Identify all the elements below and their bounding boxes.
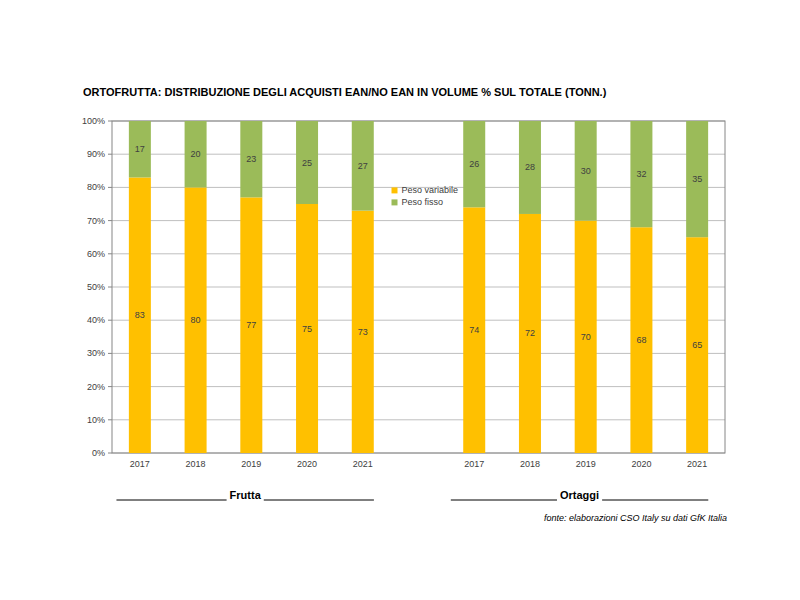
group-label: Ortaggi xyxy=(560,489,599,501)
data-label: 75 xyxy=(302,324,312,334)
bar xyxy=(519,121,541,214)
bar xyxy=(575,121,597,221)
x-tick-label: 2017 xyxy=(130,459,150,469)
legend-swatch xyxy=(392,199,398,205)
bar xyxy=(129,177,151,453)
data-label: 68 xyxy=(636,335,646,345)
bar xyxy=(185,121,207,187)
y-tick-label: 70% xyxy=(87,216,105,226)
bar xyxy=(575,221,597,453)
bar xyxy=(463,207,485,453)
bars xyxy=(129,121,708,453)
x-tick-label: 2020 xyxy=(631,459,651,469)
y-tick xyxy=(108,220,112,221)
y-tick-label: 50% xyxy=(87,282,105,292)
bar xyxy=(630,121,652,227)
data-label: 28 xyxy=(525,162,535,172)
y-tick xyxy=(108,386,112,387)
bar xyxy=(240,197,262,453)
bar xyxy=(630,227,652,453)
y-tick-label: 10% xyxy=(87,415,105,425)
group-rule xyxy=(116,500,226,501)
bar xyxy=(185,187,207,453)
bar xyxy=(240,121,262,197)
data-label: 32 xyxy=(636,169,646,179)
bar xyxy=(352,211,374,453)
data-label: 25 xyxy=(302,158,312,168)
x-tick-label: 2021 xyxy=(687,459,707,469)
data-label: 77 xyxy=(246,320,256,330)
y-tick-label: 60% xyxy=(87,249,105,259)
y-tick-label: 30% xyxy=(87,348,105,358)
y-tick-label: 90% xyxy=(87,149,105,159)
data-label: 30 xyxy=(581,166,591,176)
group-rule xyxy=(602,500,708,501)
x-tick-label: 2018 xyxy=(520,459,540,469)
legend-label: Peso fisso xyxy=(402,197,444,207)
chart: ORTOFRUTTA: DISTRIBUZIONE DEGLI ACQUISTI… xyxy=(0,0,800,600)
source: fonte: elaborazioni CSO Italy su dati Gf… xyxy=(544,513,727,523)
x-tick-label: 2020 xyxy=(297,459,317,469)
y-tick xyxy=(108,121,112,122)
grid xyxy=(108,121,725,453)
x-tick-label: 2017 xyxy=(464,459,484,469)
bar xyxy=(686,121,708,237)
data-label: 17 xyxy=(135,144,145,154)
data-label: 26 xyxy=(469,159,479,169)
data-label: 83 xyxy=(135,310,145,320)
group-rule xyxy=(451,500,557,501)
bar xyxy=(686,237,708,453)
y-tick xyxy=(108,253,112,254)
group-rule xyxy=(264,500,374,501)
x-tick-label: 2019 xyxy=(241,459,261,469)
bar xyxy=(519,214,541,453)
y-tick-label: 40% xyxy=(87,315,105,325)
data-label: 27 xyxy=(358,161,368,171)
data-label: 74 xyxy=(469,325,479,335)
y-tick-label: 100% xyxy=(82,116,105,126)
legend: Peso variabile Peso fisso xyxy=(392,185,459,207)
x-tick-label: 2021 xyxy=(353,459,373,469)
title: ORTOFRUTTA: DISTRIBUZIONE DEGLI ACQUISTI… xyxy=(83,86,607,98)
y-tick-label: 20% xyxy=(87,382,105,392)
bar xyxy=(296,121,318,204)
y-tick xyxy=(108,419,112,420)
y-tick xyxy=(108,187,112,188)
legend-swatch xyxy=(392,187,398,193)
data-label: 35 xyxy=(692,174,702,184)
bar xyxy=(352,121,374,211)
plot-frame xyxy=(112,121,725,453)
y-tick xyxy=(108,353,112,354)
data-label: 23 xyxy=(246,154,256,164)
x-tick-label: 2019 xyxy=(576,459,596,469)
x-tick-label: 2018 xyxy=(186,459,206,469)
data-labels: 83 80 77 75 73 74 72 70 68 65 17 20 23 25 27 26 28 30 32 35 xyxy=(135,144,702,350)
y-tick xyxy=(108,320,112,321)
y-tick-label: 0% xyxy=(92,448,105,458)
bar xyxy=(463,121,485,207)
bar xyxy=(296,204,318,453)
data-label: 80 xyxy=(191,315,201,325)
y-tick-label: 80% xyxy=(87,182,105,192)
data-label: 73 xyxy=(358,327,368,337)
data-label: 65 xyxy=(692,340,702,350)
y-tick xyxy=(108,453,112,454)
group-label: Frutta xyxy=(230,489,262,501)
y-tick xyxy=(108,287,112,288)
data-label: 70 xyxy=(581,332,591,342)
data-label: 72 xyxy=(525,328,535,338)
y-tick xyxy=(108,154,112,155)
data-label: 20 xyxy=(191,149,201,159)
legend-label: Peso variabile xyxy=(402,185,459,195)
bar xyxy=(129,121,151,177)
